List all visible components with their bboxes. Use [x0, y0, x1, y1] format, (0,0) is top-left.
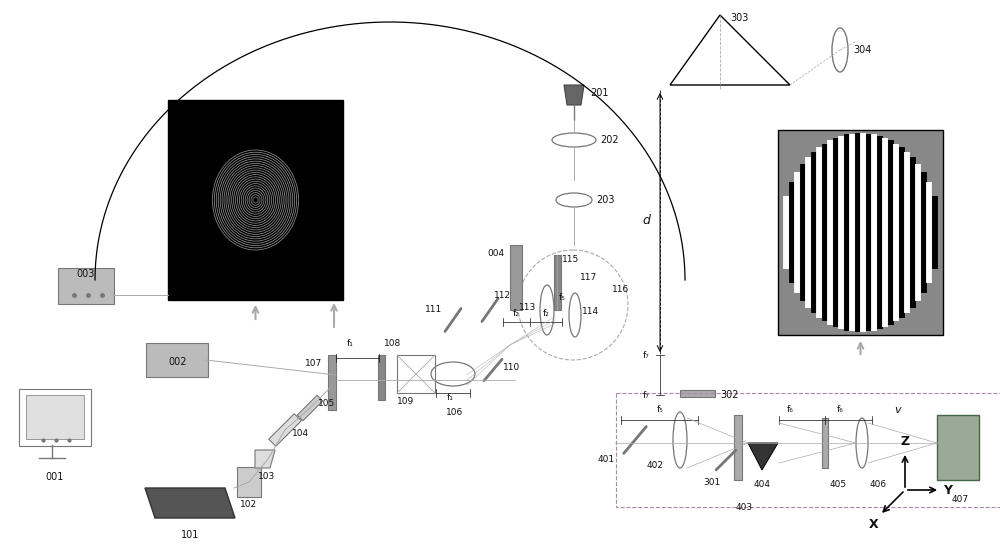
Text: 304: 304 [853, 45, 871, 55]
Text: 303: 303 [730, 13, 748, 23]
Text: f₅: f₅ [559, 293, 565, 302]
Text: d: d [642, 214, 650, 226]
Text: X: X [868, 518, 878, 531]
Bar [328, 355, 336, 410]
Text: 105: 105 [318, 400, 335, 409]
Bar [937, 415, 979, 480]
Text: 401: 401 [598, 456, 615, 465]
Text: 108: 108 [384, 339, 401, 348]
Text: f₁: f₁ [347, 339, 353, 348]
Text: 002: 002 [169, 357, 187, 367]
Text: 109: 109 [397, 397, 415, 406]
Text: f₂: f₂ [513, 310, 519, 319]
Text: f₇: f₇ [643, 350, 650, 359]
Text: 201: 201 [590, 88, 608, 98]
Text: 107: 107 [305, 358, 322, 367]
FancyBboxPatch shape [237, 467, 261, 497]
Text: 111: 111 [425, 306, 442, 315]
Bar [397, 355, 435, 393]
Bar [378, 355, 385, 400]
Text: f₇: f₇ [643, 391, 650, 400]
Text: 004: 004 [487, 249, 504, 258]
Polygon shape [269, 414, 301, 446]
Text: 402: 402 [647, 461, 664, 470]
Text: 103: 103 [258, 472, 275, 481]
FancyBboxPatch shape [58, 268, 114, 304]
Text: f₂: f₂ [543, 310, 549, 319]
Text: f₆: f₆ [787, 405, 793, 415]
Text: 116: 116 [612, 286, 629, 295]
Polygon shape [255, 450, 275, 468]
Text: Z: Z [900, 435, 910, 448]
Bar [510, 245, 522, 310]
Text: f₆: f₆ [837, 405, 843, 415]
Bar [680, 390, 715, 397]
Bar [734, 415, 742, 480]
Text: 404: 404 [754, 480, 770, 489]
Text: v: v [895, 405, 901, 415]
Text: 001: 001 [46, 472, 64, 482]
Text: 003: 003 [77, 269, 95, 279]
Polygon shape [145, 488, 235, 518]
Text: 405: 405 [830, 480, 847, 489]
Bar [554, 255, 561, 310]
Text: 403: 403 [735, 503, 753, 512]
Bar [168, 100, 343, 300]
Text: 117: 117 [580, 273, 597, 282]
Text: 106: 106 [446, 408, 464, 417]
Text: 110: 110 [503, 363, 520, 372]
Text: Y: Y [943, 484, 952, 496]
Text: 203: 203 [596, 195, 614, 205]
Text: 202: 202 [600, 135, 619, 145]
Text: 112: 112 [494, 291, 511, 300]
Text: 301: 301 [703, 478, 721, 487]
Text: 104: 104 [292, 429, 309, 438]
Text: f₁: f₁ [447, 392, 453, 401]
Text: 101: 101 [181, 530, 199, 540]
Text: 407: 407 [951, 495, 969, 504]
Text: f₅: f₅ [657, 405, 663, 415]
FancyBboxPatch shape [146, 343, 208, 377]
Polygon shape [670, 15, 790, 85]
Text: 406: 406 [870, 480, 887, 489]
FancyBboxPatch shape [19, 389, 91, 446]
Text: 102: 102 [240, 500, 258, 509]
Polygon shape [748, 443, 778, 470]
Polygon shape [564, 85, 584, 105]
Text: 113: 113 [519, 304, 536, 312]
Bar [822, 418, 828, 468]
Polygon shape [297, 395, 323, 421]
Text: 302: 302 [720, 390, 738, 400]
FancyBboxPatch shape [26, 395, 84, 439]
Text: 115: 115 [562, 255, 579, 264]
Text: 114: 114 [582, 307, 599, 316]
Bar [778, 130, 943, 335]
